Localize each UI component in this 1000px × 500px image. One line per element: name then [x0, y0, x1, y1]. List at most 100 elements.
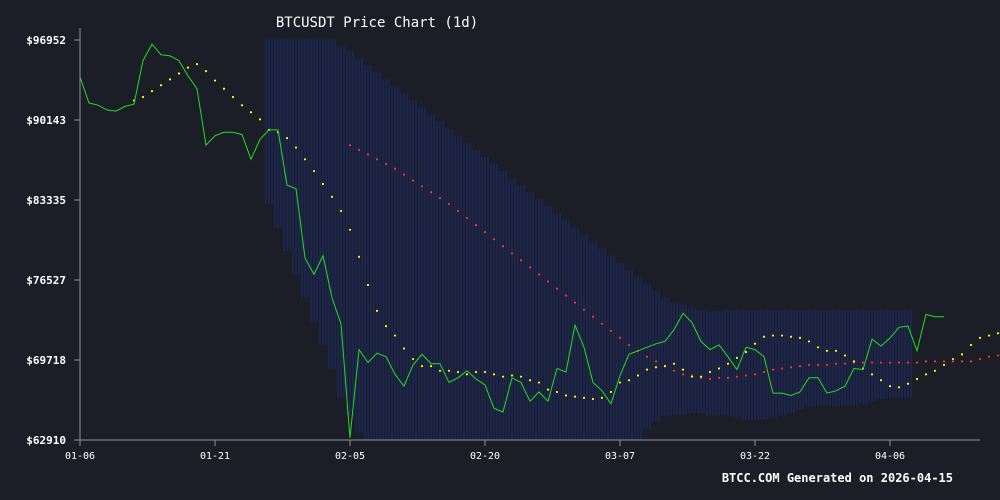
- short-ma-point: [789, 335, 793, 338]
- short-ma-point: [897, 386, 901, 389]
- short-ma-point: [240, 104, 244, 107]
- short-ma-point: [960, 353, 964, 356]
- short-ma-point: [852, 360, 856, 363]
- short-ma-point: [672, 362, 676, 365]
- short-ma-point: [591, 397, 595, 401]
- long-ma-point: [627, 343, 631, 347]
- short-ma-point: [330, 195, 334, 198]
- long-ma-point: [402, 173, 406, 176]
- short-ma-point: [483, 370, 487, 374]
- long-ma-point: [411, 179, 415, 182]
- short-ma-point: [384, 325, 388, 328]
- long-ma-point: [717, 376, 721, 379]
- short-ma-point: [816, 346, 820, 349]
- short-ma-point: [888, 384, 892, 388]
- short-ma-point: [726, 362, 730, 365]
- price-series: [79, 43, 944, 438]
- long-ma-point: [807, 363, 811, 367]
- long-ma-point: [933, 360, 937, 363]
- long-ma-point: [672, 369, 676, 372]
- long-ma-point: [519, 259, 523, 262]
- short-ma-point: [150, 90, 154, 93]
- long-ma-point: [681, 373, 685, 376]
- long-ma-point: [762, 370, 766, 374]
- short-ma-point: [771, 334, 775, 337]
- short-ma-point: [762, 335, 766, 338]
- short-ma-point: [618, 381, 622, 384]
- x-tick-label: 01-06: [65, 451, 95, 462]
- y-tick-label: $90143: [26, 114, 66, 127]
- short-ma-point: [834, 349, 838, 352]
- long-ma-point: [744, 374, 748, 377]
- short-ma-point: [609, 390, 613, 394]
- short-ma-point: [285, 137, 289, 140]
- short-ma-point: [258, 118, 262, 121]
- short-ma-point: [249, 111, 253, 114]
- short-ma-point: [348, 228, 352, 231]
- short-ma-point: [555, 390, 559, 394]
- long-ma-point: [582, 308, 586, 311]
- short-ma-point: [573, 395, 577, 398]
- short-ma-point: [213, 79, 217, 82]
- short-ma-point: [807, 340, 811, 343]
- short-ma-point: [168, 78, 172, 81]
- long-ma-point: [645, 355, 649, 358]
- short-ma-point: [393, 334, 397, 337]
- short-ma-point: [186, 66, 190, 69]
- x-tick-label: 02-20: [470, 451, 500, 462]
- long-ma-point: [546, 280, 550, 283]
- long-ma-point: [888, 361, 892, 364]
- y-tick-label: $69718: [26, 354, 66, 367]
- short-ma-point: [978, 336, 982, 339]
- long-ma-point: [654, 360, 658, 363]
- short-ma-point: [627, 379, 631, 382]
- short-ma-point: [303, 158, 307, 161]
- long-ma-point: [735, 375, 739, 378]
- long-ma-point: [978, 357, 982, 361]
- long-ma-point: [996, 354, 1000, 357]
- bollinger-band: [265, 39, 912, 440]
- short-ma-point: [204, 70, 208, 73]
- long-ma-point: [393, 167, 397, 170]
- long-ma-point: [816, 363, 820, 367]
- short-ma-point: [375, 309, 379, 312]
- long-ma-point: [492, 238, 496, 241]
- long-ma-point: [924, 360, 928, 363]
- long-ma-point: [420, 185, 424, 188]
- long-ma-point: [708, 377, 712, 381]
- long-ma-point: [564, 294, 568, 297]
- long-ma-point: [348, 144, 352, 147]
- short-ma-point: [600, 396, 604, 399]
- long-ma-point: [771, 368, 775, 371]
- short-ma-point: [645, 368, 649, 371]
- long-ma-point: [465, 216, 469, 220]
- short-ma-point: [663, 364, 667, 368]
- short-ma-point: [366, 283, 370, 287]
- short-ma-point: [933, 369, 937, 372]
- long-ma-point: [951, 360, 955, 363]
- long-ma-point: [906, 361, 910, 364]
- short-ma-point: [753, 342, 757, 345]
- chart-title: BTCUSDT Price Chart (1d): [276, 15, 478, 31]
- short-ma-point: [357, 255, 361, 258]
- short-ma-point: [159, 84, 163, 87]
- short-ma-point: [798, 336, 802, 339]
- short-ma-point: [411, 357, 415, 361]
- short-ma-point: [546, 388, 550, 391]
- long-ma-point: [798, 364, 802, 368]
- long-ma-point: [483, 231, 487, 234]
- x-axis-ticks: 01-06 01-21 02-05 02-20 03-07 03-22 04-06: [65, 440, 905, 462]
- long-ma-point: [780, 367, 784, 370]
- long-ma-point: [438, 196, 442, 200]
- y-tick-label: $96952: [26, 34, 66, 47]
- short-ma-point: [447, 369, 451, 372]
- long-ma-point: [474, 223, 478, 227]
- short-ma-point: [825, 349, 829, 352]
- long-ma-point: [600, 322, 604, 325]
- long-ma-point: [897, 361, 901, 364]
- short-ma-point: [294, 146, 298, 149]
- short-ma-point: [735, 356, 739, 359]
- long-ma-point: [528, 266, 532, 269]
- short-ma-point: [321, 182, 325, 186]
